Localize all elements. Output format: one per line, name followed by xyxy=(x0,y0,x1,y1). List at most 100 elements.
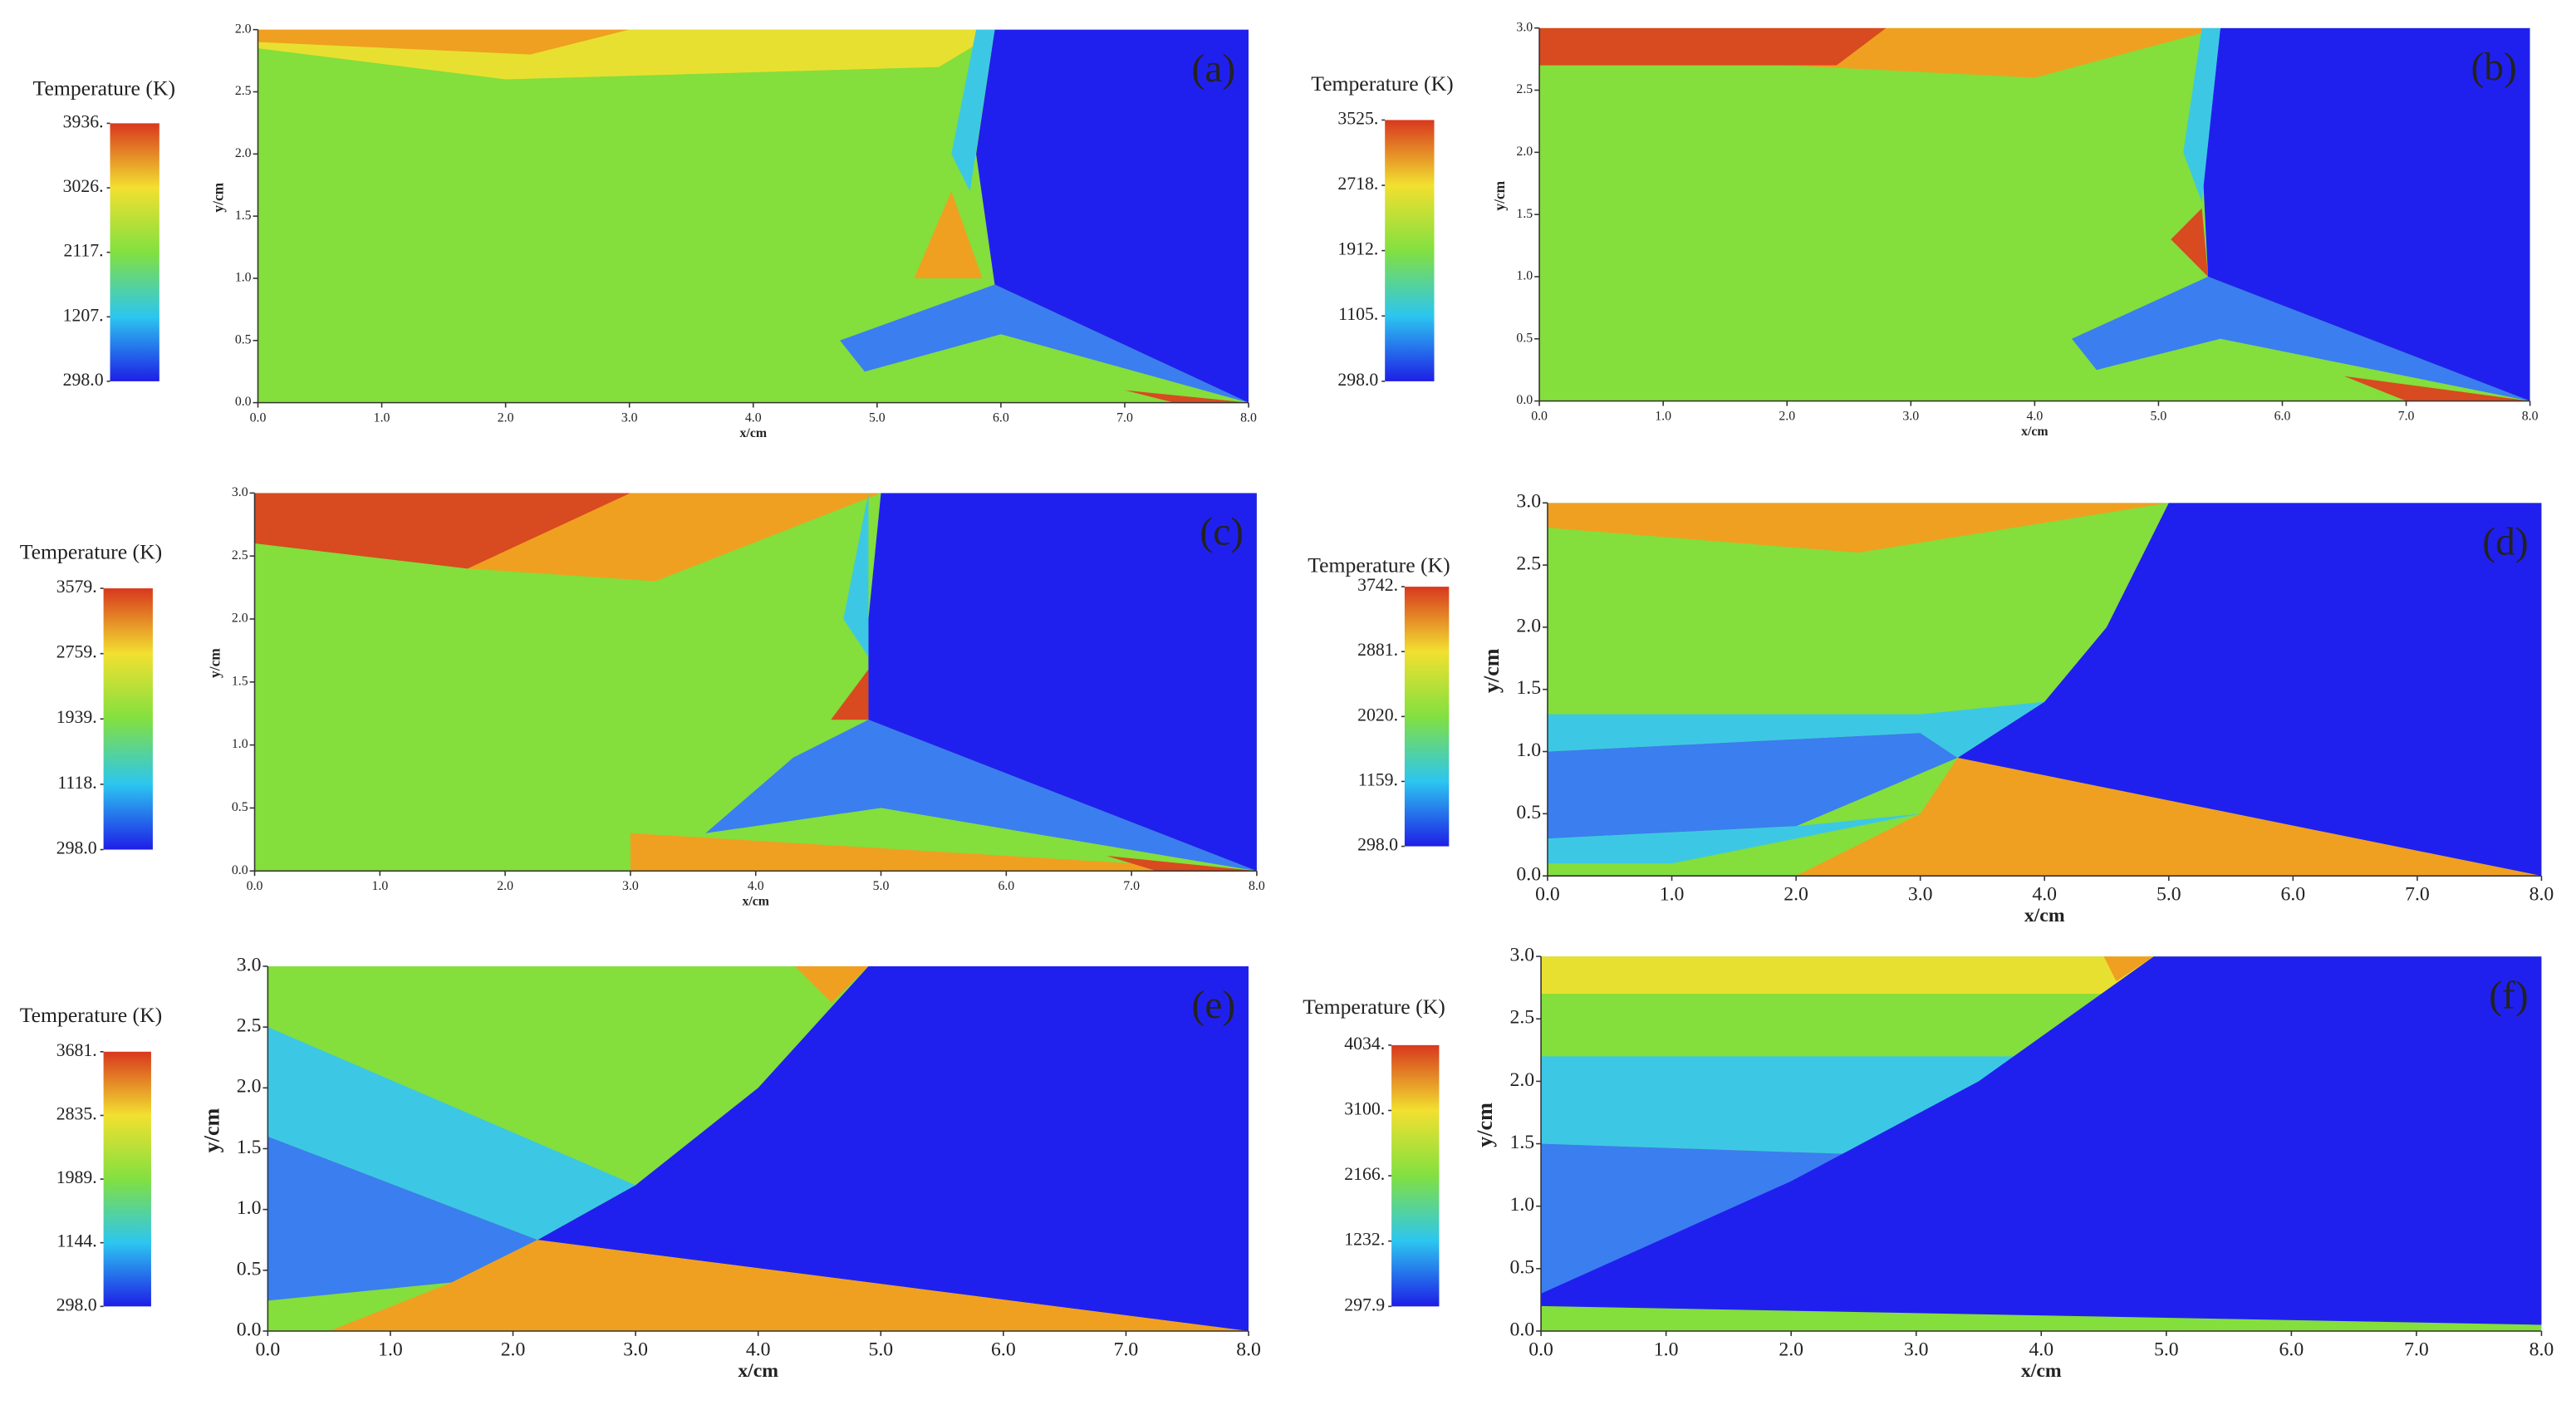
y-tick-label: 2.5 xyxy=(1516,82,1533,96)
x-tick-label: 7.0 xyxy=(2404,1339,2429,1361)
colorbar-tick-label: 3579. xyxy=(56,577,97,597)
y-tick-label: 1.5 xyxy=(232,674,248,688)
x-tick-label: 8.0 xyxy=(2529,884,2554,906)
colorbar-tick-label: 2020. xyxy=(1357,705,1398,725)
x-tick-label: 4.0 xyxy=(748,879,764,893)
x-tick-label: 8.0 xyxy=(2529,1339,2554,1361)
field-region xyxy=(868,493,1257,872)
colorbar-tick-label: 297.9 xyxy=(1344,1295,1385,1314)
colorbar xyxy=(1404,587,1450,847)
colorbar-tick-label: 2718. xyxy=(1337,174,1378,194)
y-tick-label: 1.5 xyxy=(235,209,252,223)
x-tick-label: 8.0 xyxy=(1240,411,1257,425)
x-tick-label: 4.0 xyxy=(2026,410,2043,424)
y-tick-label: 3.0 xyxy=(237,954,262,975)
y-axis-label: y/cm xyxy=(1473,1103,1497,1147)
x-tick-label: 4.0 xyxy=(745,411,762,425)
x-tick-label: 0.0 xyxy=(1528,1339,1553,1361)
x-tick-label: 0.0 xyxy=(247,879,263,893)
x-tick-label: 4.0 xyxy=(2029,1339,2053,1361)
x-tick-label: 2.0 xyxy=(497,879,513,893)
colorbar-tick-label: 3100. xyxy=(1344,1098,1385,1118)
x-tick-label: 1.0 xyxy=(1655,410,1671,424)
x-tick-label: 4.0 xyxy=(2032,884,2057,906)
x-tick-label: 7.0 xyxy=(2405,884,2430,906)
colorbar xyxy=(110,123,159,381)
x-tick-label: 5.0 xyxy=(2154,1339,2179,1361)
x-tick-label: 0.0 xyxy=(1535,884,1560,906)
x-tick-label: 7.0 xyxy=(1116,411,1133,425)
y-tick-label: 3.0 xyxy=(1516,491,1541,513)
x-tick-label: 8.0 xyxy=(1236,1339,1261,1361)
colorbar-tick-label: 298.0 xyxy=(63,370,104,390)
y-tick-label: 1.5 xyxy=(1516,677,1541,699)
x-tick-label: 1.0 xyxy=(1654,1339,1679,1361)
x-tick-label: 6.0 xyxy=(2281,884,2306,906)
field-region xyxy=(1106,856,1257,872)
y-tick-label: 0.0 xyxy=(1516,393,1533,407)
x-tick-label: 5.0 xyxy=(869,411,886,425)
x-tick-label: 5.0 xyxy=(873,879,890,893)
y-tick-label: 1.5 xyxy=(1516,207,1533,221)
y-axis-label: y/cm xyxy=(210,182,227,212)
y-tick-label: 2.0 xyxy=(235,22,252,36)
panel-label: (d) xyxy=(2482,521,2528,564)
panel: (c) 0.0 1.0 2.0 3.0 4.0 5.0 6.0 7.0 8.0 0.0 0.5 1.0 1… xyxy=(20,485,1265,908)
x-tick-label: 8.0 xyxy=(2522,410,2539,424)
x-tick-label: 0.0 xyxy=(1531,410,1548,424)
x-tick-label: 5.0 xyxy=(2151,410,2167,424)
field-region xyxy=(1547,813,1921,864)
panel: (e) 0.0 1.0 2.0 3.0 4.0 5.0 6.0 7.0 8.0 0.0 0.5 1.0 1… xyxy=(20,954,1261,1381)
field-region xyxy=(705,720,1257,872)
y-tick-label: 0.5 xyxy=(235,332,252,346)
x-axis-label: x/cm xyxy=(2021,425,2048,439)
field-region xyxy=(1124,390,1249,403)
x-tick-label: 6.0 xyxy=(991,1339,1016,1361)
colorbar-tick-label: 1144. xyxy=(57,1231,97,1251)
field-region xyxy=(254,493,631,569)
field-region xyxy=(976,29,1249,403)
panel-label: (e) xyxy=(1192,984,1236,1027)
x-tick-label: 2.0 xyxy=(1779,1339,1803,1361)
colorbar xyxy=(103,1051,151,1307)
y-tick-label: 2.5 xyxy=(232,548,248,563)
field-region xyxy=(1539,27,1887,66)
colorbar xyxy=(1385,120,1435,381)
x-tick-label: 0.0 xyxy=(256,1339,281,1361)
colorbar-title: Temperature (K) xyxy=(20,1003,163,1027)
field-region xyxy=(329,1240,1249,1331)
panel: (f) 0.0 1.0 2.0 3.0 4.0 5.0 6.0 7.0 8.0 0.0 0.5 1.0 1… xyxy=(1303,945,2554,1382)
colorbar-title: Temperature (K) xyxy=(1308,553,1450,577)
y-tick-label: 0.0 xyxy=(232,863,248,877)
colorbar-tick-label: 3742. xyxy=(1357,575,1398,595)
y-axis-label: y/cm xyxy=(199,1108,223,1152)
y-tick-label: 2.5 xyxy=(1509,1007,1534,1029)
colorbar-tick-label: 1989. xyxy=(56,1167,97,1187)
field-region xyxy=(2344,376,2530,401)
colorbar xyxy=(103,588,153,850)
colorbar-tick-label: 1159. xyxy=(1358,769,1398,789)
x-axis-label: x/cm xyxy=(742,894,769,908)
y-tick-label: 2.0 xyxy=(237,1076,262,1098)
colorbar-tick-label: 298.0 xyxy=(56,1295,97,1314)
panel-label: (c) xyxy=(1200,511,1244,554)
x-tick-label: 4.0 xyxy=(746,1339,771,1361)
y-tick-label: 0.5 xyxy=(1509,1256,1534,1278)
y-axis-label: y/cm xyxy=(1479,648,1504,693)
colorbar-tick-label: 1118. xyxy=(57,773,96,793)
field-region xyxy=(537,965,1249,1331)
colorbar-tick-label: 3525. xyxy=(1337,108,1378,128)
y-tick-label: 2.5 xyxy=(237,1015,262,1037)
colorbar-tick-label: 3026. xyxy=(63,176,104,196)
temperature-field xyxy=(1547,503,2542,877)
x-tick-label: 5.0 xyxy=(2156,884,2181,906)
field-region xyxy=(2072,276,2530,401)
y-axis-label: y/cm xyxy=(1491,180,1508,210)
x-tick-label: 6.0 xyxy=(998,879,1014,893)
field-region xyxy=(2171,208,2209,277)
field-region xyxy=(267,1136,538,1301)
panel: (b) 0.0 1.0 2.0 3.0 4.0 5.0 6.0 7.0 8.0 0.0 0.5 1.0 1… xyxy=(1311,20,2538,439)
temperature-field xyxy=(254,493,1257,872)
colorbar-tick-label: 1912. xyxy=(1337,239,1378,259)
colorbar-tick-label: 298.0 xyxy=(1357,835,1398,855)
